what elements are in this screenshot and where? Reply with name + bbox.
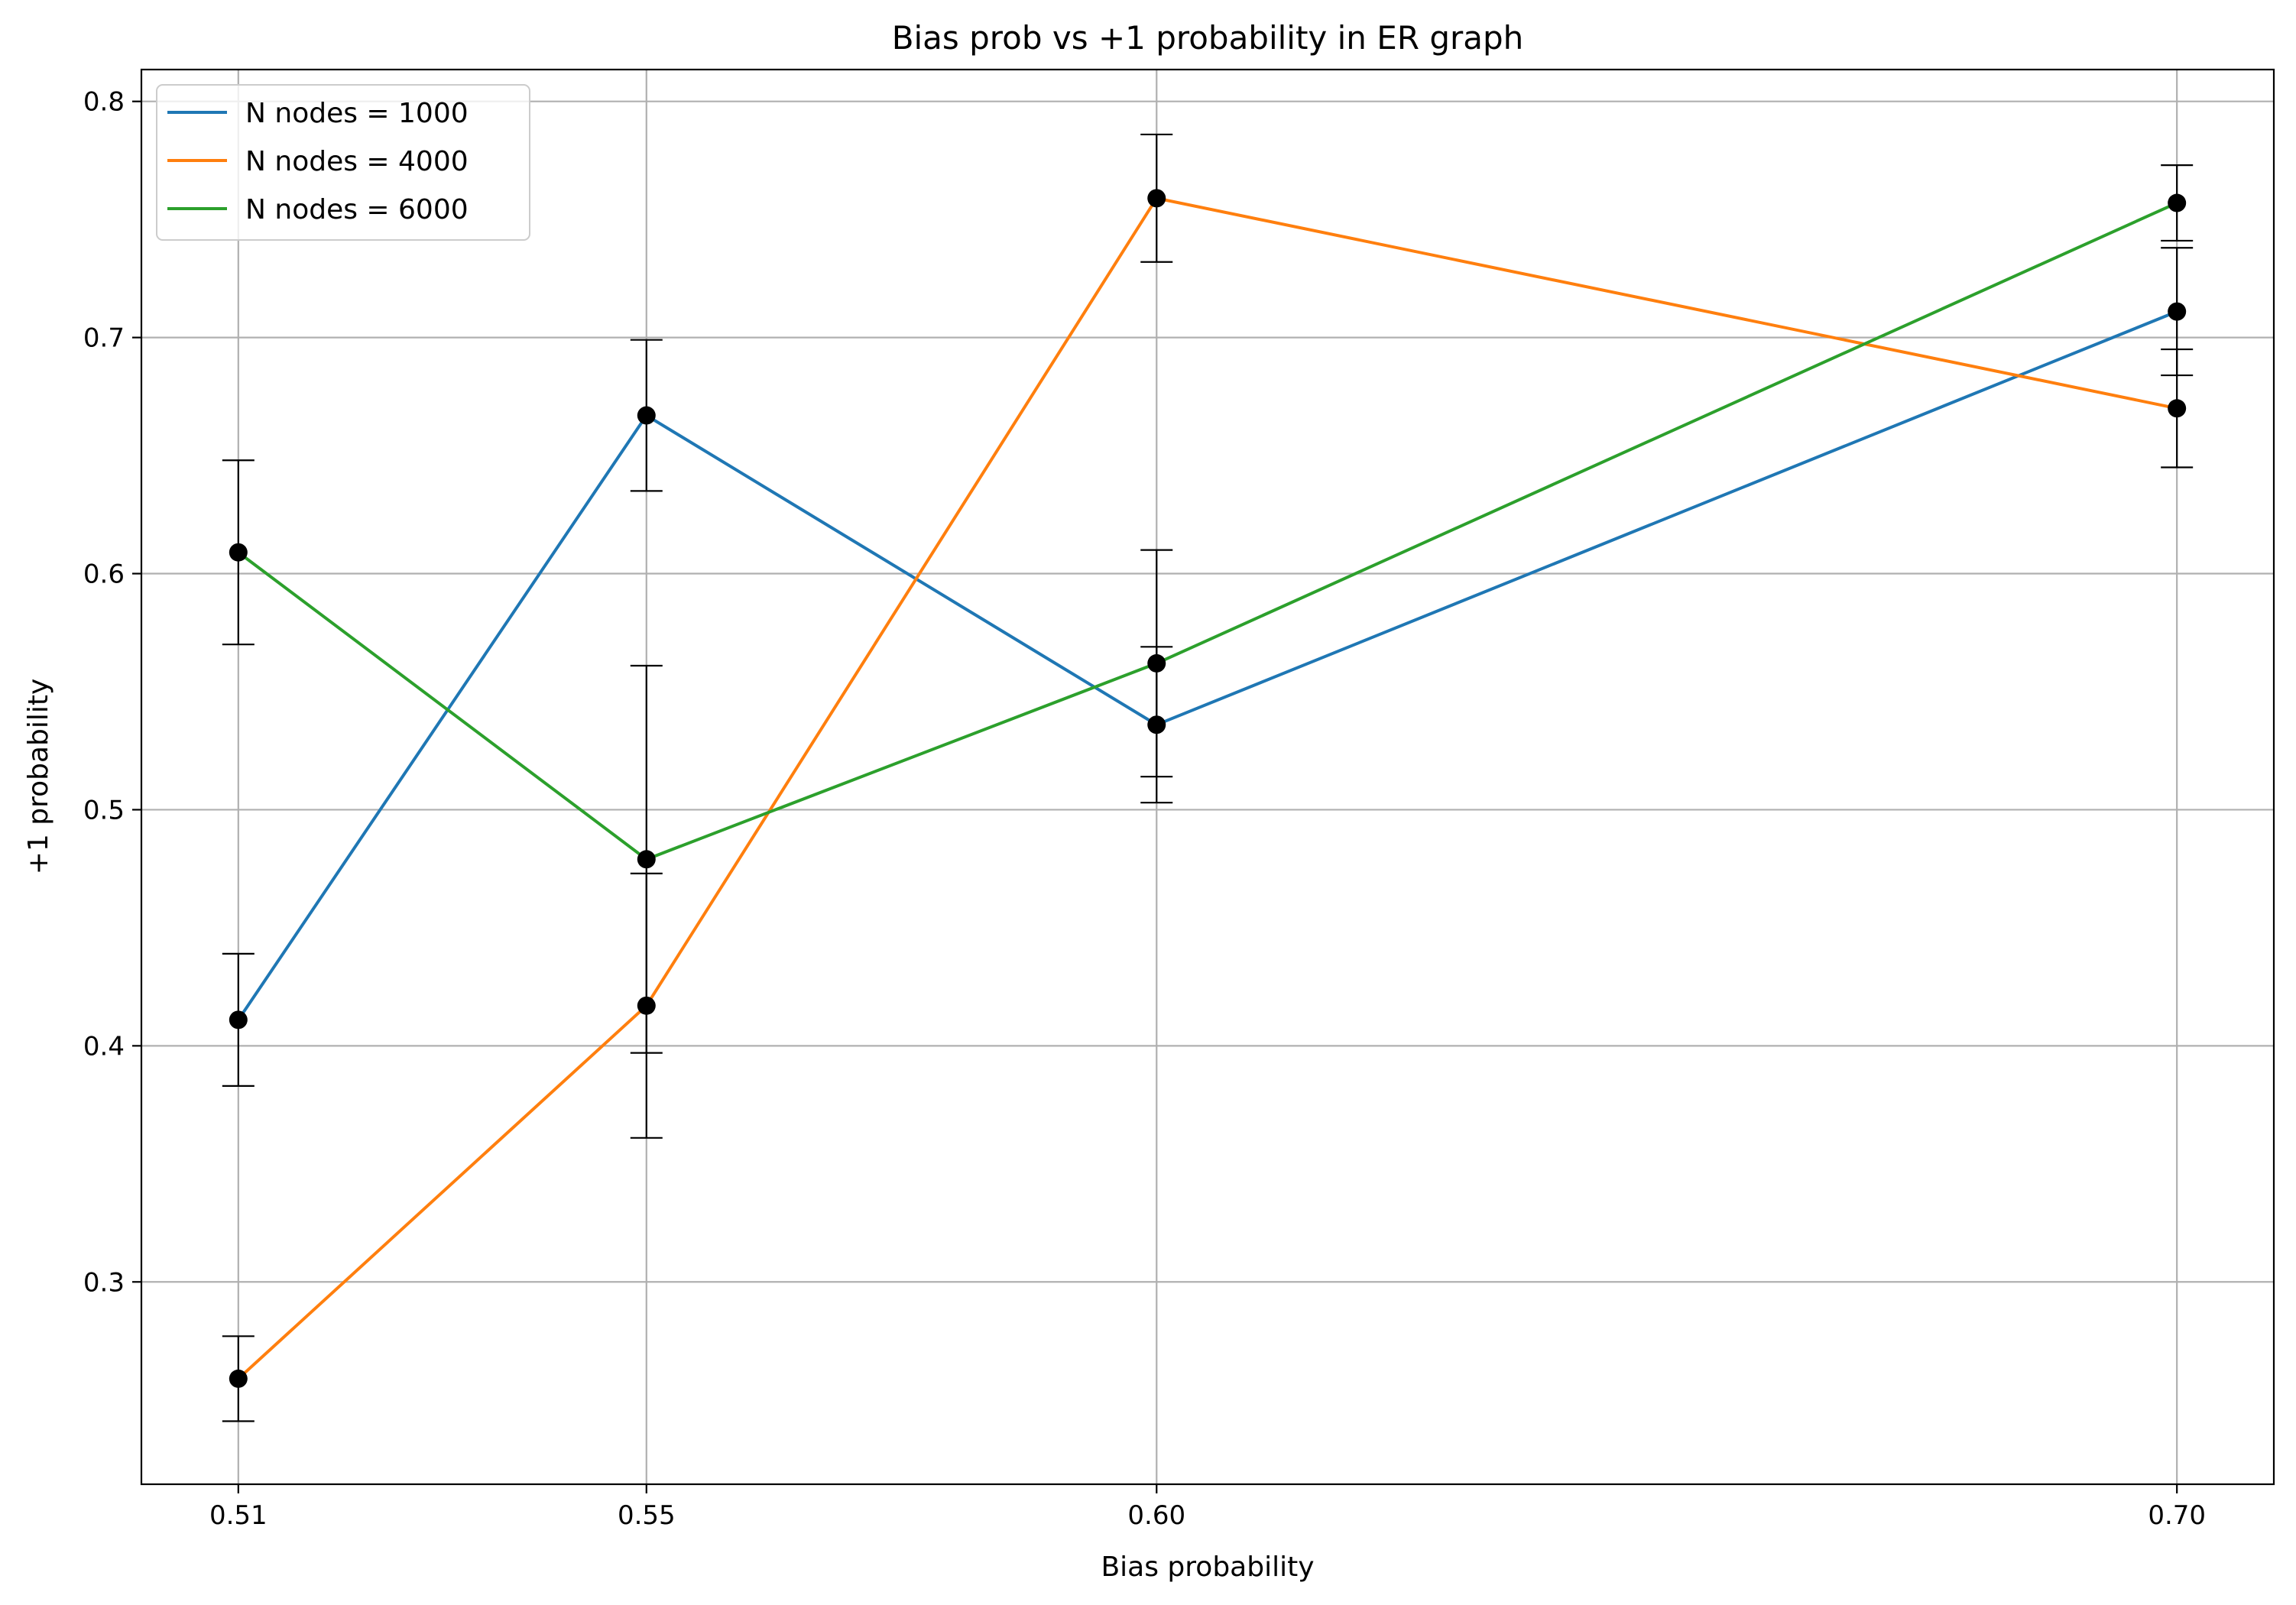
chart-title: Bias prob vs +1 probability in ER graph bbox=[892, 19, 1524, 57]
data-point bbox=[637, 996, 656, 1015]
data-markers bbox=[229, 189, 2187, 1388]
x-tick-label: 0.60 bbox=[1127, 1500, 1185, 1531]
data-point bbox=[1147, 715, 1166, 734]
y-axis-label: +1 probability bbox=[23, 679, 54, 875]
series-line-1 bbox=[237, 310, 2178, 1021]
data-point bbox=[229, 543, 248, 562]
x-tick-label: 0.51 bbox=[209, 1500, 268, 1531]
data-point bbox=[2168, 193, 2187, 212]
data-point bbox=[637, 850, 656, 869]
x-tick-label: 0.55 bbox=[618, 1500, 676, 1531]
legend-frame bbox=[156, 84, 530, 241]
y-tick-label: 0.6 bbox=[83, 559, 125, 590]
data-point bbox=[1147, 653, 1166, 673]
legend-label-2: N nodes = 4000 bbox=[245, 146, 469, 177]
plot-frame bbox=[140, 68, 2275, 1486]
y-tick-label: 0.7 bbox=[83, 323, 125, 354]
x-tick-label: 0.70 bbox=[2148, 1500, 2206, 1531]
y-tick-label: 0.5 bbox=[83, 795, 125, 825]
data-point bbox=[2168, 399, 2187, 418]
data-point bbox=[637, 406, 656, 425]
y-tick-label: 0.3 bbox=[83, 1267, 125, 1298]
data-point bbox=[2168, 302, 2187, 321]
legend-label-3: N nodes = 6000 bbox=[245, 194, 469, 225]
x-axis-label: Bias probability bbox=[1101, 1552, 1314, 1583]
series-lines bbox=[237, 196, 2178, 1380]
y-tick-label: 0.8 bbox=[83, 87, 125, 118]
legend: N nodes = 1000 N nodes = 4000 N nodes = 60… bbox=[156, 84, 530, 241]
legend-label-1: N nodes = 1000 bbox=[245, 98, 469, 129]
series-line-2 bbox=[237, 196, 2178, 1380]
data-point bbox=[229, 1010, 248, 1029]
data-point bbox=[229, 1369, 248, 1388]
axis-ticks: 0.51 0.55 0.60 0.70 0.3 0.4 0.5 0.6 0.7 0.8 bbox=[83, 87, 2206, 1531]
series-line-3 bbox=[237, 201, 2178, 861]
data-point bbox=[1147, 189, 1166, 208]
y-tick-label: 0.4 bbox=[83, 1031, 125, 1062]
